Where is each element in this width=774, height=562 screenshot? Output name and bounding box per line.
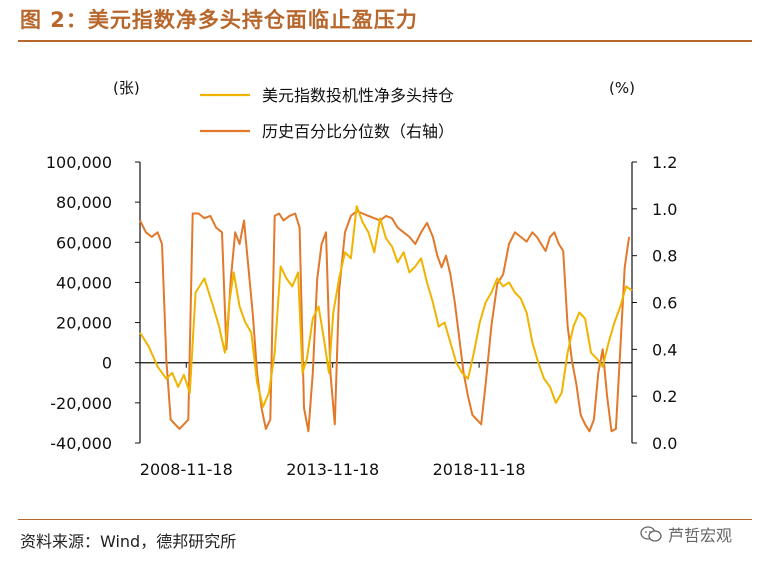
y-left-tick-label: 20,000	[56, 314, 112, 333]
y-left-tick-label: 60,000	[56, 233, 112, 252]
y-right-tick-label: 0.4	[652, 340, 677, 359]
y-left-tick-label: -20,000	[50, 394, 112, 413]
left-unit-label: (张)	[113, 79, 140, 97]
y-right-tick-label: 0.0	[652, 434, 677, 453]
right-unit-label: (%)	[609, 79, 635, 97]
chart-labels: 100,000 80,000 60,000 40,000 20,000 0 -20,000 -…	[46, 79, 678, 479]
title-divider	[18, 40, 752, 42]
legend-label-1: 美元指数投机性净多头持仓	[262, 86, 454, 105]
y-right-tick-label: 0.8	[652, 247, 677, 266]
chart: 100,000 80,000 60,000 40,000 20,000 0 -20,000 -…	[46, 79, 678, 479]
series-line-1	[139, 205, 633, 408]
y-right-tick-label: 0.6	[652, 294, 677, 313]
y-left-tick-label: 100,000	[46, 153, 112, 172]
legend-label-2: 历史百分比分位数（右轴）	[262, 122, 454, 141]
y-left-tick-label: -40,000	[50, 434, 112, 453]
y-right-tick-label: 0.2	[652, 387, 677, 406]
chart-axes	[135, 161, 637, 444]
watermark-text: 芦哲宏观	[668, 526, 733, 545]
y-left-tick-label: 0	[102, 354, 112, 373]
x-tick-label: 2018-11-18	[433, 460, 526, 479]
y-left-tick-label: 40,000	[56, 273, 112, 292]
y-left-tick-label: 80,000	[56, 193, 112, 212]
chart-series	[139, 205, 633, 433]
wechat-icon	[640, 526, 662, 542]
source-note: 资料来源：Wind，德邦研究所	[20, 532, 237, 551]
series-line-2	[139, 210, 631, 433]
y-right-tick-label: 1.0	[652, 200, 677, 219]
x-tick-label: 2008-11-18	[140, 460, 233, 479]
x-tick-label: 2013-11-18	[286, 460, 379, 479]
figure-title: 图 2：美元指数净多头持仓面临止盈压力	[20, 8, 418, 32]
watermark: 芦哲宏观	[640, 522, 732, 546]
y-right-tick-label: 1.2	[652, 153, 677, 172]
footer-divider	[18, 519, 752, 520]
